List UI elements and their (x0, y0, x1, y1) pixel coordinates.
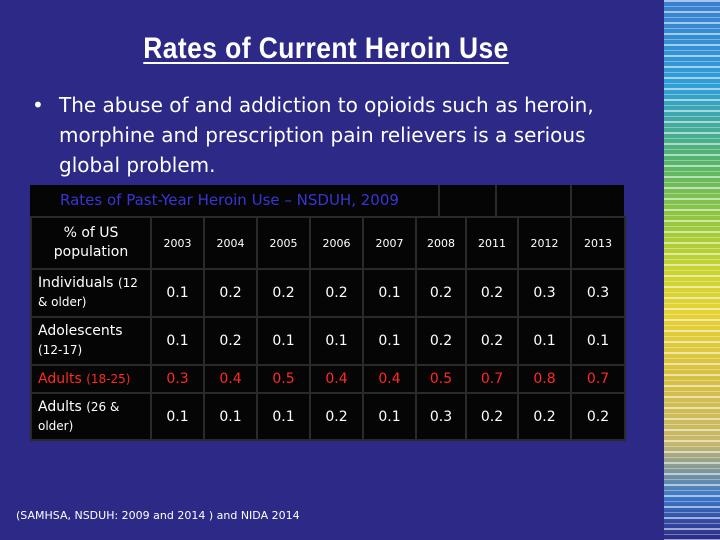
year-header: 2006 (309, 216, 364, 270)
table-title: Rates of Past-Year Heroin Use – NSDUH, 2… (60, 191, 399, 209)
year-header: 2003 (150, 216, 205, 270)
source-citation: (SAMHSA, NSDUH: 2009 and 2014 ) and NIDA… (16, 509, 300, 522)
value-cell: 0.7 (570, 364, 626, 394)
table-row: Adolescents (12-17) 0.1 0.2 0.1 0.1 0.1 0… (30, 316, 626, 366)
table-row-highlight: Adults (18-25) 0.3 0.4 0.5 0.4 0.4 0.5 0… (30, 364, 626, 394)
value-cell: 0.2 (415, 316, 467, 366)
value-cell: 0.3 (517, 268, 572, 318)
value-cell: 0.1 (256, 316, 311, 366)
bullet-text: The abuse of and addiction to opioids su… (59, 93, 594, 177)
table-title-row: Rates of Past-Year Heroin Use – NSDUH, 2… (30, 185, 624, 218)
value-cell: 0.5 (256, 364, 311, 394)
row-label: Adults (26 & older) (30, 392, 152, 441)
year-header: 2005 (256, 216, 311, 270)
year-header: 2012 (517, 216, 572, 270)
decorative-stripes (664, 0, 720, 540)
value-cell: 0.1 (256, 392, 311, 441)
value-cell: 0.2 (570, 392, 626, 441)
row-header: % of US population (30, 216, 152, 270)
value-cell: 0.2 (203, 268, 258, 318)
value-cell: 0.1 (362, 316, 417, 366)
table-row: Individuals (12 & older) 0.1 0.2 0.2 0.2… (30, 268, 626, 318)
value-cell: 0.2 (465, 268, 519, 318)
year-header: 2004 (203, 216, 258, 270)
bullet-point: • The abuse of and addiction to opioids … (32, 90, 644, 180)
year-header: 2011 (465, 216, 519, 270)
value-cell: 0.3 (570, 268, 626, 318)
value-cell: 0.1 (517, 316, 572, 366)
value-cell: 0.5 (415, 364, 467, 394)
year-header: 2008 (415, 216, 467, 270)
value-cell: 0.2 (203, 316, 258, 366)
year-header: 2007 (362, 216, 417, 270)
value-cell: 0.1 (362, 392, 417, 441)
value-cell: 0.4 (362, 364, 417, 394)
value-cell: 0.4 (203, 364, 258, 394)
row-label: Adults (18-25) (30, 364, 152, 394)
year-header: 2013 (570, 216, 626, 270)
value-cell: 0.2 (415, 268, 467, 318)
value-cell: 0.2 (309, 392, 364, 441)
value-cell: 0.4 (309, 364, 364, 394)
value-cell: 0.3 (415, 392, 467, 441)
value-cell: 0.8 (517, 364, 572, 394)
value-cell: 0.2 (517, 392, 572, 441)
value-cell: 0.1 (150, 316, 205, 366)
slide-title: Rates of Current Heroin Use (143, 32, 509, 65)
data-table: % of US population 2003 2004 2005 2006 2… (30, 216, 626, 441)
value-cell: 0.7 (465, 364, 519, 394)
value-cell: 0.1 (362, 268, 417, 318)
value-cell: 0.2 (309, 268, 364, 318)
table-header-row: % of US population 2003 2004 2005 2006 2… (30, 216, 626, 270)
bullet-dot: • (32, 93, 44, 117)
value-cell: 0.3 (150, 364, 205, 394)
heroin-use-table: Rates of Past-Year Heroin Use – NSDUH, 2… (30, 185, 626, 441)
row-label: Individuals (12 & older) (30, 268, 152, 318)
value-cell: 0.1 (150, 268, 205, 318)
value-cell: 0.1 (309, 316, 364, 366)
table-row: Adults (26 & older) 0.1 0.1 0.1 0.2 0.1 … (30, 392, 626, 441)
value-cell: 0.2 (256, 268, 311, 318)
value-cell: 0.2 (465, 392, 519, 441)
row-label: Adolescents (12-17) (30, 316, 152, 366)
value-cell: 0.2 (465, 316, 519, 366)
value-cell: 0.1 (203, 392, 258, 441)
value-cell: 0.1 (570, 316, 626, 366)
value-cell: 0.1 (150, 392, 205, 441)
